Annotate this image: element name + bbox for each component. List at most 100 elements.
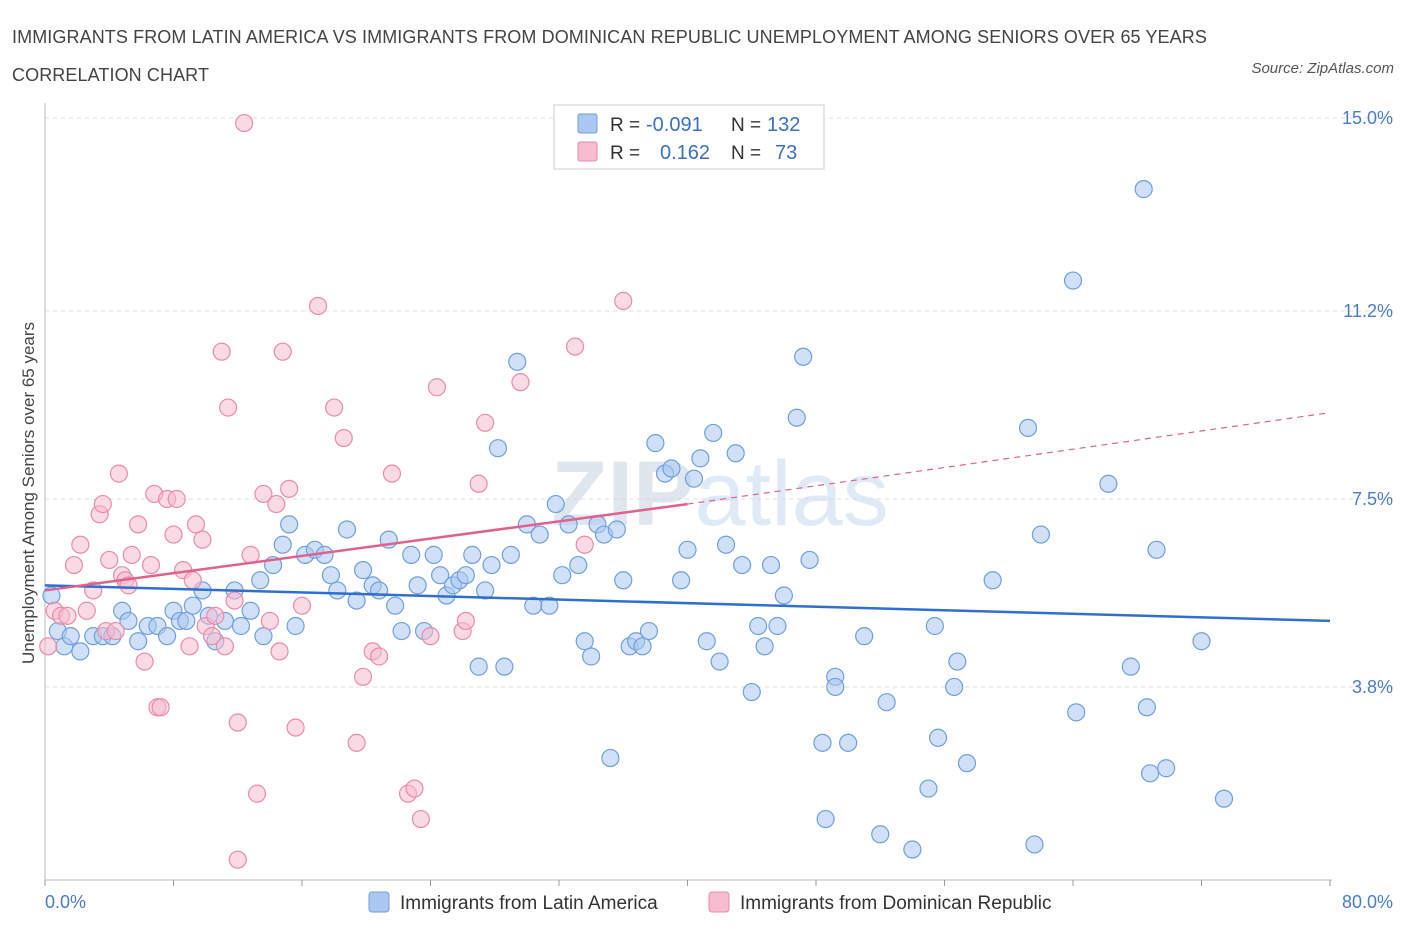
latin-america-point-34 [321, 566, 341, 585]
latin-america-point-114 [945, 677, 964, 697]
latin-america-point-129 [1157, 759, 1176, 778]
dominican-republic-point-59 [382, 464, 402, 483]
latin-america-point-4 [71, 642, 90, 661]
latin-america-point-40 [370, 581, 389, 600]
dominican-republic-point-55 [347, 733, 366, 752]
latin-america-point-124 [1121, 657, 1140, 676]
y-tick-labels: 3.8% 7.5% 11.2% 15.0% [1342, 108, 1393, 697]
dominican-republic-point-72 [614, 291, 633, 310]
dominican-republic-point-23 [151, 698, 170, 717]
trend-line-dominican-republic-extended [687, 412, 1331, 505]
dominican-republic-point-33 [202, 627, 222, 646]
x-tick-labels: 0.0% 80.0% [45, 892, 1393, 912]
dominican-republic-point-70 [565, 337, 585, 356]
latin-america-point-45 [408, 576, 427, 595]
chart-source: Source: ZipAtlas.com [1251, 60, 1394, 77]
dominican-republic-point-46 [267, 494, 286, 514]
latin-america-point-101 [800, 550, 819, 570]
latin-america-point-107 [855, 627, 874, 646]
dominican-republic-point-47 [270, 642, 289, 661]
latin-america-point-111 [919, 779, 938, 798]
x-tick-label-0: 0.0% [45, 892, 86, 912]
latin-america-point-122 [1067, 703, 1086, 722]
latin-america-point-95 [755, 637, 774, 656]
latin-america-point-28 [273, 535, 292, 554]
latin-america-point-55 [476, 581, 495, 600]
legend-r-label-1: R = [610, 115, 640, 136]
dominican-republic-point-62 [411, 809, 430, 829]
dominican-republic-point-41 [235, 113, 254, 133]
latin-america-point-105 [826, 677, 845, 697]
latin-america-point-87 [697, 632, 716, 651]
dominican-republic-point-40 [228, 850, 247, 869]
latin-america-point-118 [1018, 418, 1038, 437]
latin-america-point-102 [816, 809, 835, 829]
dominican-republic-point-35 [212, 342, 231, 361]
latin-america-point-110 [903, 840, 922, 859]
latin-america-point-100 [794, 347, 813, 366]
latin-america-point-43 [392, 621, 411, 641]
latin-america-point-38 [353, 561, 373, 580]
dominican-republic-point-51 [292, 596, 312, 615]
latin-america-point-88 [704, 423, 723, 443]
dominican-republic-point-9 [93, 494, 112, 514]
dominican-republic-point-25 [164, 525, 183, 544]
latin-america-point-121 [1063, 271, 1083, 290]
latin-america-point-69 [575, 632, 594, 651]
latin-america-point-59 [501, 545, 520, 564]
latin-america-point-66 [553, 566, 572, 585]
latin-america-point-60 [508, 352, 527, 371]
legend-r-label-2: R = [610, 143, 640, 164]
latin-america-point-94 [749, 616, 768, 636]
legend-r-value-2: 0.162 [660, 142, 710, 164]
latin-america-point-64 [540, 596, 559, 615]
dominican-republic-point-18 [129, 515, 148, 534]
latin-america-point-128 [1147, 540, 1166, 559]
legend-n-value-2: 73 [775, 142, 797, 164]
latin-america-point-9 [119, 611, 138, 631]
dominican-republic-point-69 [511, 373, 530, 392]
dominican-republic-point-16 [119, 576, 138, 595]
latin-america-point-53 [463, 545, 482, 564]
latin-america-point-29 [280, 515, 299, 534]
dominican-republic-point-68 [476, 413, 495, 432]
latin-america-point-36 [337, 520, 357, 539]
latin-america-point-37 [347, 591, 366, 610]
dominican-republic-point-31 [193, 530, 212, 549]
dominican-republic-point-54 [334, 428, 353, 448]
latin-america-point-123 [1099, 474, 1118, 493]
dominican-republic-point-53 [325, 398, 344, 417]
legend-n-label-1: N = [731, 115, 761, 136]
latin-america-point-30 [286, 616, 305, 636]
dominican-republic-point-43 [247, 784, 267, 803]
latin-america-point-119 [1025, 835, 1044, 854]
latin-america-point-79 [639, 621, 659, 641]
dominican-republic-point-37 [219, 398, 238, 417]
gridlines [45, 117, 1395, 688]
dominican-republic-point-26 [167, 489, 186, 509]
x-tick-label-1: 80.0% [1342, 892, 1393, 912]
latin-america-point-48 [431, 566, 450, 585]
latin-america-point-56 [482, 555, 501, 575]
latin-america-point-84 [678, 540, 697, 559]
latin-america-point-80 [646, 434, 665, 453]
latin-america-point-99 [787, 408, 806, 427]
correlation-legend: R = -0.091 N = 132 R = 0.162 N = 73 [553, 104, 825, 170]
dominican-republic-point-44 [254, 484, 273, 504]
latin-america-point-120 [1031, 525, 1050, 544]
dominican-republic-point-48 [273, 342, 292, 361]
dominican-republic-point-34 [206, 606, 225, 625]
latin-america-point-91 [726, 444, 745, 463]
latin-america-point-112 [925, 616, 944, 636]
latin-america-point-89 [710, 652, 729, 671]
dominican-republic-point-6 [77, 601, 96, 620]
bottom-legend-label-1: Immigrants from Latin America [400, 893, 658, 914]
latin-america-point-23 [231, 616, 251, 636]
latin-america-point-106 [839, 733, 858, 752]
dominican-republic-point-71 [575, 535, 594, 554]
dominican-republic-point-39 [228, 713, 247, 732]
dominican-republic-point-30 [186, 515, 206, 534]
latin-america-point-54 [469, 657, 488, 676]
latin-america-point-65 [546, 494, 565, 514]
